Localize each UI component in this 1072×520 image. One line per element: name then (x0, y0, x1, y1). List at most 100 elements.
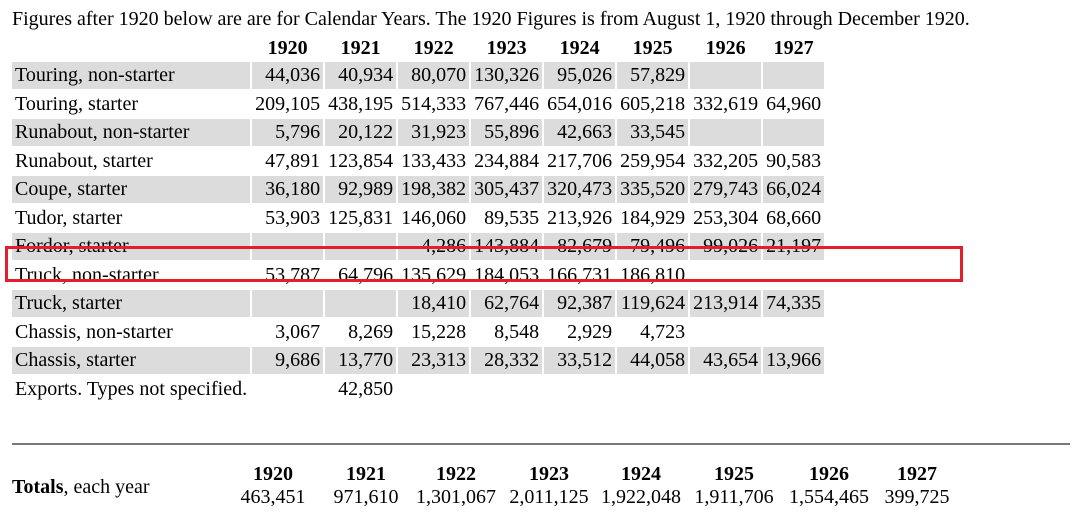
value-cell: 95,026 (544, 62, 616, 89)
value-cell: 123,854 (328, 149, 394, 172)
value-cell (690, 62, 762, 89)
value-cell: 74,335 (763, 290, 825, 317)
value-cell: 44,036 (252, 62, 324, 89)
value-cell: 305,437 (471, 176, 543, 203)
table-row: Fordor, starter 4,286 143,884 82,679 79,496 9… (12, 233, 825, 260)
value-cell: 68,660 (766, 206, 822, 229)
value-cell: 335,520 (617, 176, 689, 203)
totals-year: 1925 (714, 463, 754, 485)
year-header: 1925 (632, 37, 673, 59)
value-cell: 3,067 (275, 320, 321, 343)
value-cell: 92,387 (544, 290, 616, 317)
row-label: Chassis, starter (12, 347, 251, 374)
value-cell: 47,891 (265, 149, 321, 172)
value-cell: 125,831 (328, 206, 394, 229)
value-cell: 33,545 (617, 119, 689, 146)
value-cell: 2,929 (567, 320, 613, 343)
table-row: Coupe, starter 36,180 92,989 198,382 305,437… (12, 176, 825, 203)
value-cell: 4,286 (398, 233, 470, 260)
value-cell: 8,548 (494, 320, 540, 343)
value-cell: 31,923 (398, 119, 470, 146)
value-cell (763, 319, 824, 346)
value-cell: 64,796 (338, 263, 394, 286)
table-row: Truck, starter 18,410 62,764 92,387 119,624 2… (12, 290, 825, 317)
value-cell (325, 233, 397, 260)
row-label: Exports. Types not specified. (15, 377, 248, 400)
totals-value: 1,554,465 (789, 486, 869, 508)
value-cell (252, 376, 323, 403)
value-cell: 166,731 (547, 263, 613, 286)
value-cell: 119,624 (617, 290, 689, 317)
value-cell: 15,228 (411, 320, 467, 343)
value-cell: 130,326 (471, 62, 543, 89)
totals-value: 2,011,125 (509, 486, 589, 508)
value-cell: 135,629 (401, 263, 467, 286)
value-cell: 53,787 (265, 263, 321, 286)
value-cell: 143,884 (471, 233, 543, 260)
table-row: Touring, non-starter 44,036 40,934 80,070 13… (12, 62, 825, 89)
totals-value: 463,451 (240, 486, 306, 508)
value-cell: 8,269 (348, 320, 394, 343)
value-cell: 79,496 (617, 233, 689, 260)
value-cell: 13,770 (325, 347, 397, 374)
totals-value: 399,725 (884, 486, 950, 508)
year-header: 1927 (773, 37, 814, 59)
value-cell (398, 376, 469, 403)
row-label: Chassis, non-starter (15, 320, 173, 343)
value-cell: 767,446 (474, 92, 540, 115)
value-cell: 13,966 (763, 347, 825, 374)
value-cell: 28,332 (471, 347, 543, 374)
year-header: 1922 (413, 37, 454, 59)
intro-text: Figures after 1920 below are are for Cal… (12, 8, 970, 30)
year-header: 1921 (340, 37, 381, 59)
corner-cell (12, 36, 250, 60)
value-cell: 99,026 (690, 233, 762, 260)
year-header: 1924 (559, 37, 600, 59)
value-cell: 82,679 (544, 233, 616, 260)
row-label: Touring, starter (15, 92, 139, 115)
value-cell: 42,850 (338, 377, 394, 400)
value-cell: 44,058 (617, 347, 689, 374)
value-cell: 259,954 (620, 149, 686, 172)
table-row: Runabout, non-starter 5,796 20,122 31,923 55… (12, 119, 825, 146)
year-header-row: 1920 1921 1922 1923 1924 1925 1926 1927 (12, 36, 824, 60)
value-cell: 90,583 (766, 149, 822, 172)
totals-year: 1923 (529, 463, 569, 485)
value-cell (763, 376, 824, 403)
value-cell (763, 262, 824, 289)
value-cell: 43,654 (690, 347, 762, 374)
value-cell (763, 62, 825, 89)
totals-label-bold: Totals (12, 476, 64, 498)
value-cell: 186,810 (620, 263, 686, 286)
row-label: Truck, starter (12, 290, 251, 317)
totals-year: 1921 (346, 463, 386, 485)
table-row: Touring, starter 209,105 438,195 514,333 767… (12, 91, 824, 118)
value-cell: 332,619 (693, 92, 759, 115)
value-cell: 279,743 (690, 176, 762, 203)
value-cell (471, 376, 542, 403)
value-cell: 23,313 (398, 347, 470, 374)
table-row: Chassis, starter 9,686 13,770 23,313 28,332 3… (12, 347, 825, 374)
value-cell: 89,535 (484, 206, 540, 229)
value-cell: 9,686 (252, 347, 324, 374)
value-cell: 213,914 (690, 290, 762, 317)
value-cell: 332,205 (693, 149, 759, 172)
value-cell: 36,180 (252, 176, 324, 203)
year-header: 1926 (705, 37, 746, 59)
value-cell: 654,016 (547, 92, 613, 115)
value-cell (252, 290, 324, 317)
value-cell (763, 119, 825, 146)
value-cell: 198,382 (398, 176, 470, 203)
divider-rule (12, 443, 1070, 445)
row-label: Coupe, starter (12, 176, 251, 203)
value-cell: 20,122 (325, 119, 397, 146)
production-table: 1920 1921 1922 1923 1924 1925 1926 1927 … (10, 34, 826, 404)
row-label: Runabout, starter (15, 149, 153, 172)
value-cell: 66,024 (763, 176, 825, 203)
totals-year: 1926 (809, 463, 849, 485)
value-cell: 234,884 (474, 149, 540, 172)
totals-year-row: 1920 1921 1922 1923 1924 1925 1926 1927 (223, 463, 957, 486)
value-cell (544, 376, 615, 403)
value-cell: 21,197 (763, 233, 825, 260)
row-label: Touring, non-starter (12, 62, 251, 89)
